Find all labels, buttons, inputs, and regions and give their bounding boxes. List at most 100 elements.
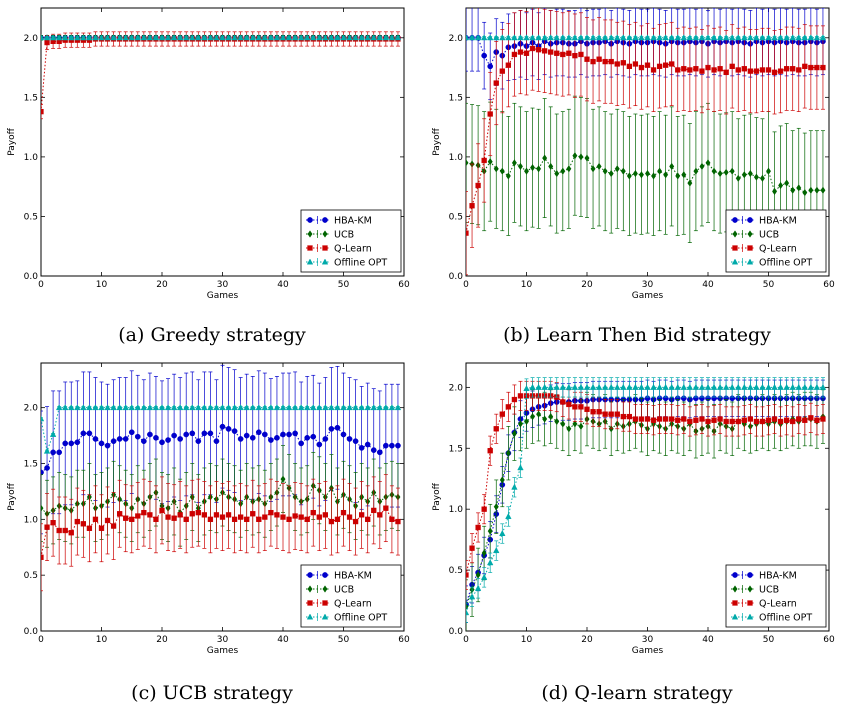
data-point (548, 162, 554, 171)
data-point (213, 34, 220, 41)
data-point (41, 34, 45, 41)
legend-marker (731, 613, 739, 620)
data-point (716, 383, 724, 390)
data-point (475, 571, 481, 579)
data-point (650, 417, 657, 423)
data-point (632, 169, 638, 178)
data-point (572, 152, 578, 160)
y-tick-label: 0.5 (24, 212, 38, 222)
data-point (711, 167, 717, 175)
data-point (153, 434, 159, 441)
series-line (466, 386, 823, 613)
data-point (693, 66, 699, 72)
legend: HBA-KM UCB Q-Learn Offline OPT (725, 564, 827, 628)
legend-marker (732, 230, 738, 238)
data-point (608, 58, 614, 65)
data-point (68, 530, 74, 536)
y-tick-label: 2.0 (449, 34, 464, 44)
data-point (493, 165, 499, 173)
legend-marker (732, 217, 738, 223)
data-point (638, 64, 645, 71)
data-point (370, 404, 377, 411)
legend-marker (322, 245, 328, 251)
data-point (370, 447, 377, 453)
y-tick-label: 2.0 (24, 34, 39, 44)
data-point (304, 434, 311, 441)
data-point (674, 34, 681, 41)
data-point (620, 383, 627, 390)
data-point (140, 404, 148, 411)
data-point (777, 383, 784, 390)
data-point (517, 49, 524, 55)
data-point (542, 415, 548, 423)
data-point (304, 516, 310, 522)
data-point (656, 383, 663, 390)
data-point (542, 154, 548, 162)
data-point (807, 34, 815, 41)
data-point (523, 417, 530, 426)
data-point (723, 69, 729, 75)
data-point (376, 404, 384, 411)
y-tick-label: 2.0 (449, 383, 464, 393)
data-point (182, 34, 190, 41)
data-point (268, 509, 274, 516)
legend-label: Q-Learn (334, 599, 372, 610)
data-point (481, 157, 487, 164)
data-point (578, 153, 584, 161)
data-point (475, 182, 481, 189)
x-tick-label: 10 (521, 635, 533, 645)
data-point (669, 162, 675, 171)
data-point (346, 514, 353, 520)
data-point (680, 383, 688, 390)
data-point (41, 504, 44, 512)
data-point (778, 181, 784, 190)
y-tick-label: 0.0 (449, 272, 464, 282)
legend-marker (747, 217, 753, 223)
data-point (602, 58, 608, 65)
data-point (807, 383, 815, 390)
data-point (771, 383, 778, 390)
data-point (535, 383, 542, 390)
data-point (250, 511, 256, 517)
data-point (644, 416, 651, 422)
data-point (92, 404, 99, 411)
data-point (735, 67, 741, 73)
data-point (596, 162, 602, 171)
data-point (134, 433, 141, 440)
data-point (771, 69, 778, 75)
x-tick-label: 50 (763, 280, 775, 290)
data-point (529, 383, 536, 390)
data-point (286, 431, 292, 438)
data-point (741, 66, 747, 72)
data-point (747, 169, 753, 178)
data-point (584, 154, 590, 162)
data-point (765, 383, 772, 390)
data-point (626, 383, 633, 390)
data-point (607, 383, 615, 390)
data-point (662, 383, 669, 390)
data-point (608, 169, 614, 178)
data-point (705, 159, 711, 167)
data-point (747, 383, 754, 390)
data-point (699, 68, 705, 74)
data-point (596, 409, 602, 415)
data-point (49, 430, 57, 437)
data-point (728, 34, 736, 41)
data-point (310, 404, 317, 411)
legend-marker (747, 572, 753, 578)
legend-marker (732, 585, 738, 593)
x-tick-label: 30 (642, 635, 654, 645)
data-point (650, 67, 657, 73)
legend-marker (307, 600, 313, 606)
data-point (572, 420, 578, 428)
x-tick-label: 40 (277, 280, 289, 290)
data-point (656, 34, 663, 41)
x-tick-label: 50 (338, 635, 350, 645)
legend-marker (307, 572, 313, 578)
data-point (692, 383, 700, 390)
x-tick-label: 50 (338, 280, 350, 290)
data-point (554, 169, 560, 178)
data-point (285, 404, 293, 411)
data-point (474, 584, 482, 591)
data-point (541, 383, 548, 390)
